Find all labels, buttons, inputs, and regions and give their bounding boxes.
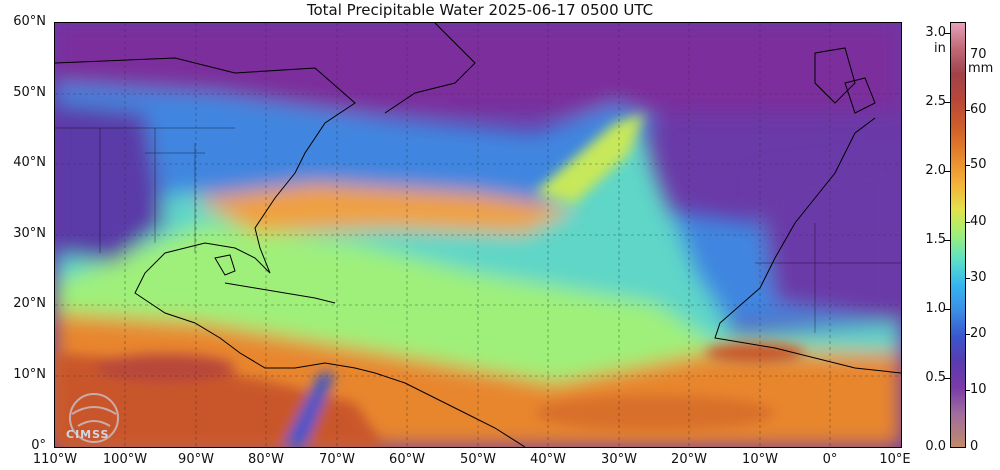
colorbar-mm-unit: mm — [968, 61, 994, 76]
cimss-logo-text: CIMSS — [66, 428, 110, 441]
colorbar-inch-tick: 1.0 — [925, 301, 946, 316]
lat-label: 50°N — [13, 85, 46, 100]
colorbar-tick — [944, 378, 950, 379]
lon-label: 80°W — [248, 452, 284, 467]
colorbar-inch-unit: in — [934, 41, 946, 56]
borders — [55, 127, 901, 333]
tpw-map — [54, 22, 902, 448]
colorbar — [950, 22, 966, 448]
lon-label: 40°W — [530, 452, 566, 467]
lon-label: 10°W — [742, 452, 778, 467]
colorbar-inch-tick: 1.5 — [925, 232, 946, 247]
colorbar-tick — [944, 171, 950, 172]
cimss-logo — [58, 390, 130, 446]
lon-label: 70°W — [319, 452, 355, 467]
tpw-field — [55, 23, 901, 447]
colorbar-tick — [944, 309, 950, 310]
lat-label: 10°N — [13, 367, 46, 382]
colorbar-mm-tick: 10 — [970, 382, 987, 397]
colorbar-inch-tick: 0.5 — [925, 370, 946, 385]
colorbar-tick — [966, 278, 970, 279]
colorbar-mm-tick: 30 — [970, 270, 987, 285]
colorbar-tick — [966, 165, 970, 166]
colorbar-inch-tick: 0.0 — [925, 439, 946, 454]
lon-label: 30°W — [601, 452, 637, 467]
lat-label: 20°N — [13, 296, 46, 311]
colorbar-mm-tick: 40 — [970, 214, 987, 229]
colorbar-mm-tick: 60 — [970, 102, 987, 117]
colorbar-mm-tick: 70 — [970, 47, 987, 62]
colorbar-tick — [966, 110, 970, 111]
colorbar-mm-tick: 20 — [970, 326, 987, 341]
colorbar-inch-tick: 2.5 — [925, 94, 946, 109]
colorbar-inch-tick: 3.0 — [925, 25, 946, 40]
graticule — [55, 23, 901, 447]
colorbar-tick — [944, 33, 950, 34]
lon-label: 100°W — [102, 452, 148, 467]
colorbar-mm-tick: 50 — [970, 157, 987, 172]
lat-label: 60°N — [13, 14, 46, 29]
lon-label: 0° — [822, 452, 838, 467]
map-title: Total Precipitable Water 2025-06-17 0500… — [306, 1, 654, 19]
lon-label: 60°W — [389, 452, 425, 467]
lon-label: 110°W — [32, 452, 78, 467]
colorbar-tick — [944, 102, 950, 103]
lat-label: 40°N — [13, 155, 46, 170]
lon-label: 10°E — [879, 452, 911, 467]
lon-label: 90°W — [178, 452, 214, 467]
colorbar-inch-tick: 2.0 — [925, 163, 946, 178]
cimss-globe-icon — [69, 393, 119, 443]
colorbar-tick — [944, 240, 950, 241]
colorbar-mm-tick: 0 — [970, 439, 979, 454]
lat-label: 0° — [31, 438, 46, 453]
lat-label: 30°N — [13, 226, 46, 241]
coastlines — [55, 23, 901, 447]
colorbar-tick — [966, 334, 970, 335]
colorbar-tick — [966, 222, 970, 223]
lon-label: 20°W — [671, 452, 707, 467]
lon-label: 50°W — [460, 452, 496, 467]
colorbar-tick — [966, 390, 970, 391]
